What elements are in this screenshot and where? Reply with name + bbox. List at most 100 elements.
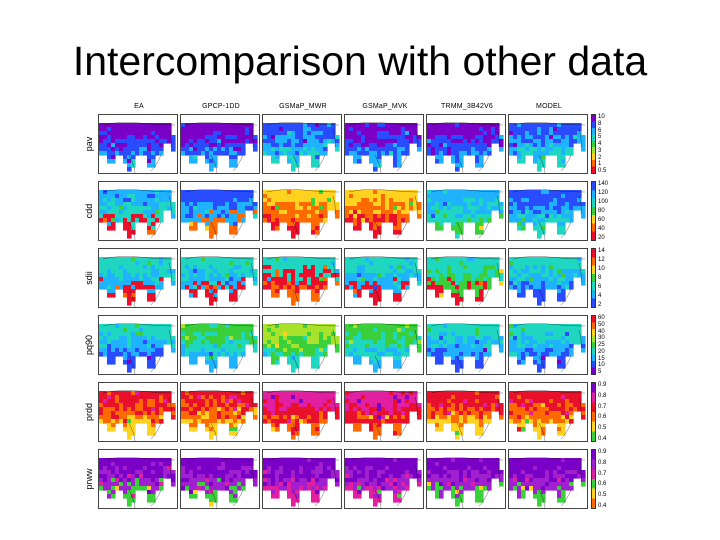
map-panel [98, 181, 178, 241]
colorbar-tick-label: 0.4 [598, 503, 607, 509]
map-image [509, 189, 586, 240]
colorbar-tick-label: 8 [598, 120, 602, 127]
map-image [345, 457, 422, 508]
colorbar-tick-label: 120 [598, 190, 609, 196]
map-image [345, 189, 422, 240]
column-label: TRMM_3B42V6 [441, 103, 493, 110]
colorbar-tick-label: 10 [598, 114, 605, 120]
map-panel [508, 114, 588, 174]
map-panel [180, 248, 260, 308]
map-image [263, 390, 340, 441]
map-panel [262, 181, 342, 241]
column-label: MODEL [536, 103, 562, 110]
map-panel [426, 382, 506, 442]
map-panel [98, 382, 178, 442]
colorbar-tick-label: 4 [598, 293, 602, 299]
colorbar-tick-label: 0.5 [598, 168, 607, 174]
map-image [427, 323, 504, 374]
map-image [263, 256, 340, 307]
map-panel [344, 449, 424, 509]
column-label: EA [134, 103, 144, 110]
map-image [99, 122, 176, 173]
colorbar-tick-label: 0.7 [598, 403, 607, 410]
row-label-text: pav [84, 136, 94, 152]
map-panel [426, 449, 506, 509]
map-panel [344, 248, 424, 308]
map-panel [98, 114, 178, 174]
map-panel [98, 315, 178, 375]
column-label: GPCP-1DD [202, 103, 240, 110]
map-panel [426, 315, 506, 375]
colorbar-tick-label: 20 [598, 348, 605, 355]
map-image [263, 189, 340, 240]
map-panel-grid: EA GPCP-1DD GSMaP_MWR GSMaP_MVK TRMM_3B42V6 M… [80, 103, 610, 515]
map-image [427, 122, 504, 173]
colorbar-tick-label: 3 [598, 147, 602, 154]
map-image [345, 323, 422, 374]
colorbar-tick-label: 10 [598, 362, 605, 369]
colorbar-tick-label: 50 [598, 321, 605, 328]
colorbar-tick-label: 1 [598, 161, 602, 168]
map-image [263, 323, 340, 374]
row-label: pq90 [82, 315, 96, 375]
colorbar [591, 449, 596, 509]
map-panel [262, 248, 342, 308]
colorbar [591, 382, 596, 442]
map-panel [344, 382, 424, 442]
colorbar-tick-label: 6 [598, 284, 602, 290]
map-panel [98, 248, 178, 308]
map-panel [426, 248, 506, 308]
map-image [427, 390, 504, 441]
row-label: prww [82, 449, 96, 509]
colorbar-tick-label: 140 [598, 181, 609, 187]
colorbar-tick-label: 8 [598, 275, 602, 281]
map-image [509, 323, 586, 374]
map-panel [344, 315, 424, 375]
colorbar [591, 181, 596, 241]
map-image [509, 457, 586, 508]
map-image [99, 457, 176, 508]
map-image [181, 189, 258, 240]
slide-title: Intercomparison with other data [72, 38, 648, 84]
map-image [263, 122, 340, 173]
colorbar-tick-label: 20 [598, 235, 605, 241]
row-label-text: prww [84, 468, 94, 490]
colorbar-tick-label: 0.5 [598, 492, 607, 499]
colorbar-tick-label: 40 [598, 328, 605, 335]
map-image [99, 256, 176, 307]
map-image [181, 457, 258, 508]
map-image [99, 390, 176, 441]
map-panel [180, 181, 260, 241]
colorbar-tick-label: 5 [598, 134, 602, 141]
colorbar-tick-label: 12 [598, 257, 605, 263]
map-panel [262, 449, 342, 509]
colorbar-tick-label: 0.8 [598, 459, 607, 466]
colorbar-tick-label: 0.9 [598, 449, 607, 455]
map-image [509, 256, 586, 307]
row-label-text: pq90 [84, 334, 94, 356]
row-label-text: prdd [84, 402, 94, 422]
colorbar [591, 315, 596, 375]
map-image [427, 189, 504, 240]
colorbar-tick-label: 0.9 [598, 382, 607, 388]
column-label: GSMaP_MVK [362, 103, 408, 110]
row-label: prdd [82, 382, 96, 442]
map-image [345, 390, 422, 441]
map-image [181, 390, 258, 441]
colorbar-tick-label: 30 [598, 335, 605, 342]
map-panel [508, 382, 588, 442]
colorbar-tick-label: 0.7 [598, 470, 607, 477]
colorbar-tick-label: 5 [598, 369, 602, 375]
map-image [509, 122, 586, 173]
map-panel [262, 114, 342, 174]
colorbar-tick-label: 0.6 [598, 414, 607, 421]
colorbar-tick-label: 80 [598, 208, 605, 214]
map-image [263, 457, 340, 508]
row-label: sdii [82, 248, 96, 308]
colorbar [591, 114, 596, 174]
colorbar-tick-label: 40 [598, 226, 605, 232]
colorbar-tick-label: 60 [598, 315, 605, 321]
colorbar-tick-label: 0.8 [598, 392, 607, 399]
colorbar-tick-label: 100 [598, 199, 609, 205]
map-panel [262, 315, 342, 375]
